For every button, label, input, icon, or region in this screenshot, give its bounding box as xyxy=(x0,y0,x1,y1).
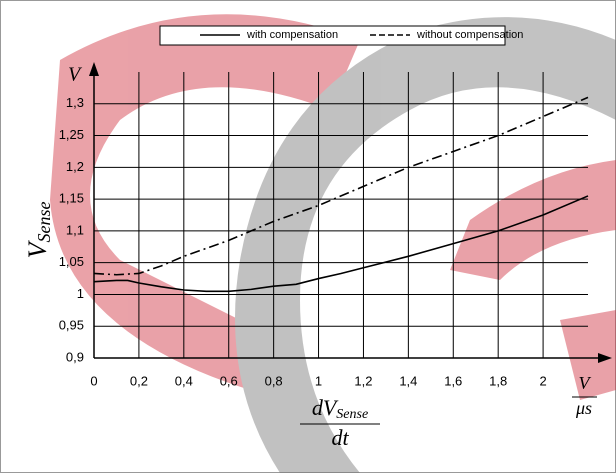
y-tick-label: 1,15 xyxy=(59,191,84,206)
series-line xyxy=(93,195,589,293)
x-arrow xyxy=(598,353,612,363)
y-tick-label: 1,1 xyxy=(66,222,84,237)
x-label-num-sub: Sense xyxy=(336,407,368,422)
y-tick-label: 1,05 xyxy=(59,254,84,269)
y-tick-label: 1 xyxy=(77,286,84,301)
y-label-sub: Sense xyxy=(34,202,54,243)
y-tick-label: 1,3 xyxy=(66,95,84,110)
x-label-num: dVSense xyxy=(312,395,368,422)
x-tick-label: 1,6 xyxy=(444,373,462,388)
x-unit-den: μs xyxy=(575,398,592,418)
x-tick-label: 0,8 xyxy=(265,373,283,388)
x-label-den: dt xyxy=(331,425,349,450)
x-tick-label: 1,4 xyxy=(399,373,417,388)
y-unit: V xyxy=(68,64,83,86)
x-tick-label: 0,6 xyxy=(220,373,238,388)
y-label: VSense xyxy=(23,202,54,259)
y-tick-label: 0,9 xyxy=(66,349,84,364)
x-tick-label: 1 xyxy=(315,373,322,388)
y-arrow xyxy=(89,62,99,76)
x-label-num-main: dV xyxy=(312,395,339,420)
watermark xyxy=(50,14,616,473)
legend xyxy=(159,25,506,46)
x-unit-num: V xyxy=(579,373,592,393)
y-tick-label: 1,2 xyxy=(66,159,84,174)
legend-label: with compensation xyxy=(246,29,338,41)
y-tick-label: 0,95 xyxy=(59,318,84,333)
x-tick-label: 0,4 xyxy=(175,373,193,388)
x-tick-label: 0,2 xyxy=(130,373,148,388)
y-tick-label: 1,25 xyxy=(59,127,84,142)
series-line xyxy=(93,96,589,276)
x-tick-label: 1,8 xyxy=(489,373,507,388)
legend-label: without compensation xyxy=(416,29,523,41)
x-tick-label: 2 xyxy=(539,373,546,388)
x-tick-label: 0 xyxy=(90,373,97,388)
y-label-main: V xyxy=(23,239,52,258)
x-tick-label: 1,2 xyxy=(354,373,372,388)
